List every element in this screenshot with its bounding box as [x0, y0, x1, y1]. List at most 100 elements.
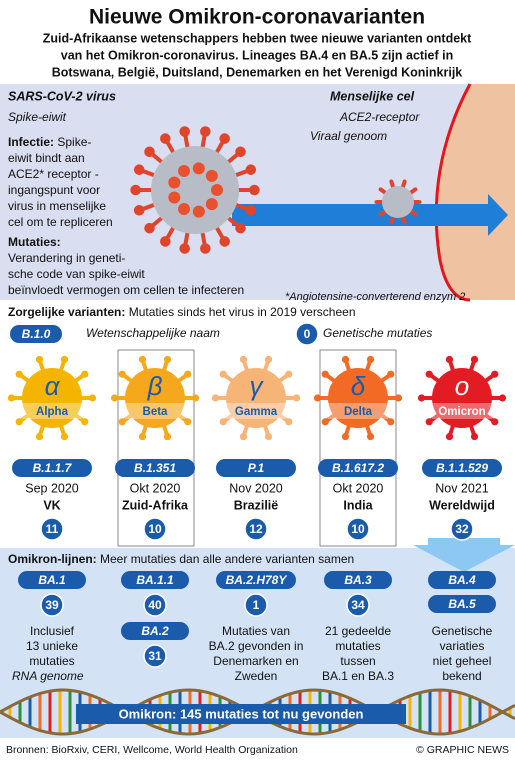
spike-tip [445, 432, 454, 441]
spike-tip [15, 418, 23, 426]
mutation-count: 10 [351, 522, 365, 536]
spike-tip [60, 432, 69, 441]
mutation-badge [346, 517, 370, 541]
mutation-count: 10 [148, 522, 162, 536]
variant-name-bar [22, 403, 82, 419]
variant-date: Okt 2020 [130, 481, 181, 495]
cell-membrane [434, 83, 472, 302]
variant-name: Alpha [36, 406, 69, 418]
lineage-name: P.1 [248, 461, 265, 475]
spike-tip [219, 133, 230, 144]
lineage-description: mutaties [29, 654, 74, 668]
spike-tip [81, 418, 89, 426]
lineage-name: BA.4 [448, 573, 476, 587]
mutation-badge [143, 644, 167, 668]
lineage-description: Denemarken en [213, 654, 298, 668]
mutations-heading: Mutaties: [8, 235, 61, 249]
spike-tip [160, 133, 171, 144]
banner [76, 704, 406, 724]
spike-tip [249, 184, 260, 196]
spike-tip [7, 394, 16, 402]
spike-tip [15, 370, 23, 378]
variant-name: Gamma [235, 406, 278, 418]
spike-tip [118, 370, 126, 378]
spike-cluster [168, 191, 181, 204]
lineage-description: Mutaties van [222, 624, 290, 638]
lineage-pill [12, 459, 92, 477]
lineage-pill [18, 571, 86, 589]
entry-arrow [232, 194, 508, 236]
variant-country: Wereldwijd [429, 498, 495, 512]
genome-label: Viraal genoom [310, 129, 387, 143]
lineage-pill [428, 571, 496, 589]
infection-text: ingangspunt voor [8, 183, 100, 197]
lineages-text: Meer mutaties dan alle andere varianten … [100, 552, 354, 566]
virus-body [151, 146, 239, 234]
mutations-line: beïnvloedt vermogen om cellen te infecte… [8, 283, 244, 297]
spike-tip [402, 220, 407, 225]
mutation-count: 34 [351, 598, 365, 612]
spike-cluster [178, 164, 190, 177]
lineage-description: bekend [442, 669, 481, 683]
spike-tip [389, 179, 394, 184]
spike-tip [245, 205, 257, 216]
infection-line: ACE2* receptor - [8, 167, 99, 181]
infection-text: ACE2* receptor - [8, 167, 99, 181]
spike-tip [239, 432, 248, 441]
mutation-count: 1 [253, 598, 260, 612]
lineage-pill [10, 325, 62, 343]
lineage-description: Zweden [235, 669, 278, 683]
subtitle: Zuid-Afrikaanse wetenschappers hebben tw… [43, 31, 472, 45]
spike-tip [470, 432, 479, 441]
variant-symbol: α [45, 371, 61, 401]
mutation-badge [295, 322, 319, 346]
spike-tip [285, 418, 293, 426]
variant-name: Beta [143, 406, 169, 418]
spike-tip [425, 370, 433, 378]
infection-text: Infectie: Spike- [8, 135, 91, 149]
lineage-pill [121, 622, 189, 640]
spike-tip [264, 432, 273, 441]
lineage-description: mutaties [335, 639, 380, 653]
spike-tip [130, 184, 141, 196]
spike-tip [35, 355, 44, 364]
virus-icon [110, 355, 200, 441]
spike-tip [138, 432, 147, 441]
spike-tip [184, 418, 192, 426]
lineage-pill [324, 571, 392, 589]
virus-icon [130, 126, 260, 254]
variant-box [117, 349, 195, 547]
mutation-count: 32 [455, 522, 469, 536]
variant-country: VK [43, 498, 60, 512]
lineage-name: BA.5 [448, 597, 476, 611]
variant-country: Brazilië [234, 498, 279, 512]
lineage-name: B.1.617.2 [332, 461, 384, 475]
credit: © GRAPHIC NEWS [416, 744, 509, 756]
spike-tip [321, 370, 329, 378]
subtitle: van het Omikron-coronavirus. Lineages BA… [61, 48, 453, 62]
variant-symbol: β [147, 371, 163, 401]
spike-tip [498, 394, 507, 402]
lineage-name: B.1.1.7 [33, 461, 73, 475]
lineage-name: BA.2 [141, 624, 169, 638]
virus-body [226, 368, 286, 428]
spike-tip [144, 222, 155, 234]
lineage-description: tussen [340, 654, 375, 668]
spike-tip [133, 205, 145, 216]
spike-tip [366, 432, 375, 441]
spike-tip [110, 394, 119, 402]
spike-tip [321, 418, 329, 426]
mutation-badge [346, 593, 370, 617]
lineage-pill [422, 459, 502, 477]
variant-symbol: γ [250, 371, 265, 401]
infection-line: virus in menselijke [8, 199, 106, 213]
spike-tip [184, 370, 192, 378]
lineage-pill [216, 571, 296, 589]
lineage-pill [428, 595, 496, 613]
spike-tip [313, 394, 322, 402]
spike-tip [387, 370, 395, 378]
mutation-badge [244, 593, 268, 617]
spike-tip [402, 179, 407, 184]
